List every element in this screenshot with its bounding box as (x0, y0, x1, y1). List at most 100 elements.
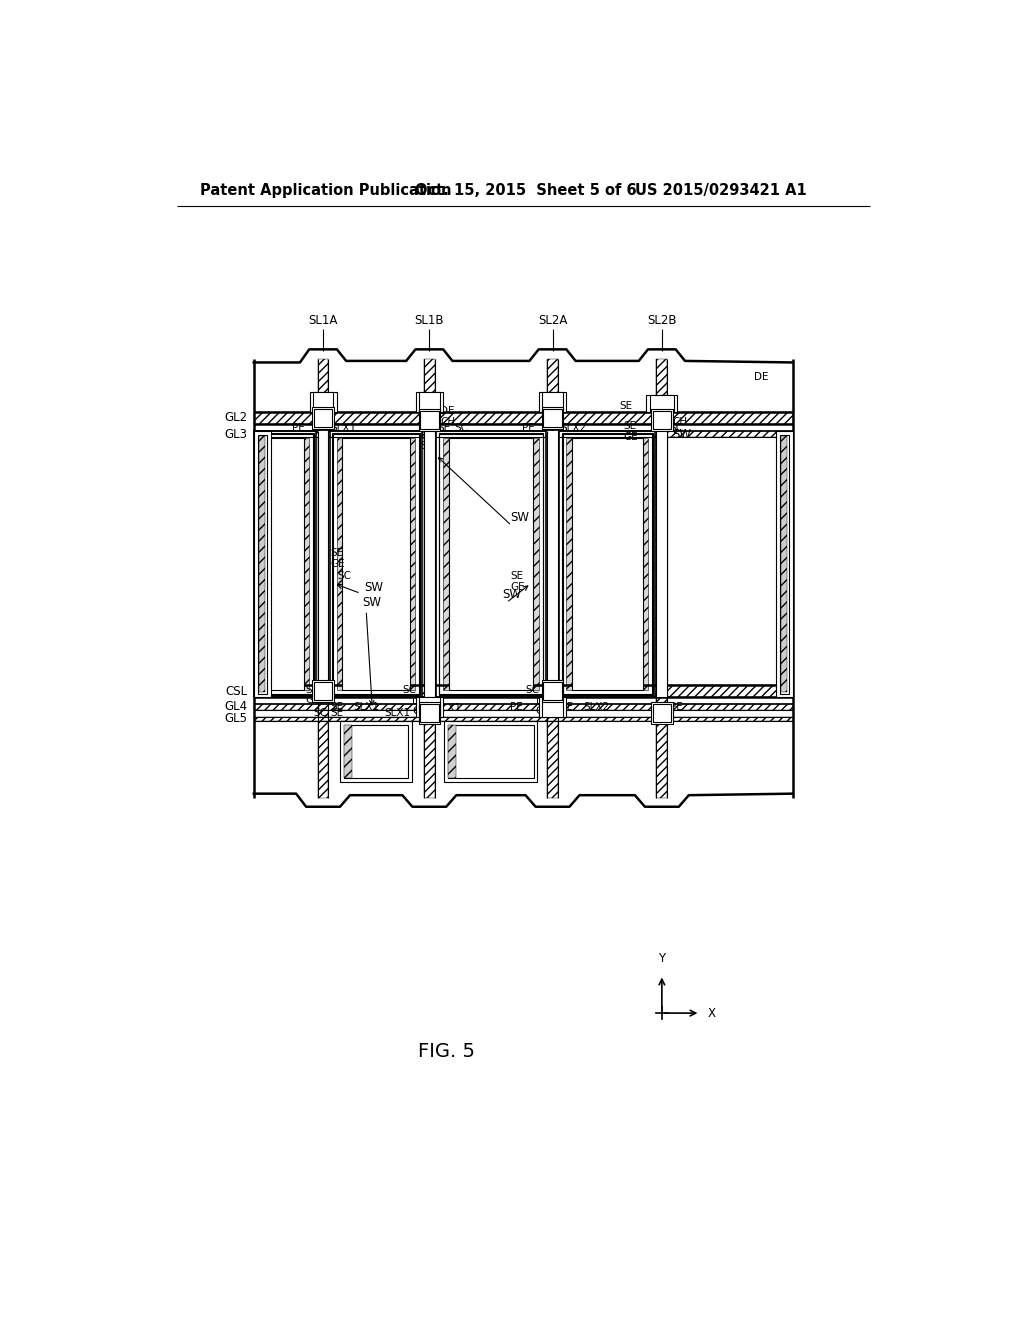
Bar (534, 438, 539, 690)
Text: PE: PE (521, 422, 535, 433)
Text: CSL: CSL (225, 685, 248, 698)
Text: Patent Application Publication: Patent Application Publication (200, 183, 452, 198)
Bar (342, 438, 410, 690)
Text: PE: PE (292, 422, 305, 433)
Text: SE: SE (510, 570, 523, 581)
Bar (562, 434, 652, 694)
Bar (254, 412, 793, 424)
Bar (424, 432, 435, 697)
Bar (439, 434, 543, 694)
Text: GL2: GL2 (224, 412, 248, 425)
Text: GE: GE (624, 432, 638, 442)
Text: GL3: GL3 (224, 428, 248, 441)
Bar (340, 721, 413, 781)
Bar (542, 697, 563, 717)
Bar (544, 409, 562, 428)
Text: CH: CH (673, 417, 688, 426)
Text: SC: SC (670, 422, 684, 433)
Bar (254, 717, 793, 721)
Text: SE: SE (305, 685, 318, 694)
Text: Y: Y (658, 952, 666, 965)
Bar (542, 407, 563, 429)
Bar (419, 392, 439, 412)
Text: SLX1: SLX1 (435, 702, 462, 713)
Bar (309, 392, 337, 412)
Bar (313, 682, 333, 701)
Bar (444, 721, 538, 781)
Text: DE: DE (413, 696, 427, 706)
Text: SL2B: SL2B (647, 314, 677, 326)
Text: PE: PE (510, 702, 523, 711)
Bar (312, 407, 334, 429)
Text: SLX1: SLX1 (384, 709, 410, 718)
Bar (312, 392, 334, 412)
Text: Oct. 15, 2015  Sheet 5 of 6: Oct. 15, 2015 Sheet 5 of 6 (416, 183, 637, 198)
Bar (312, 681, 334, 702)
Bar (547, 359, 558, 797)
Bar (419, 697, 439, 717)
Bar (257, 434, 313, 694)
Bar (443, 438, 449, 690)
Text: GL4: GL4 (224, 700, 248, 713)
Text: CH: CH (440, 417, 456, 426)
Bar (781, 437, 787, 692)
Bar (256, 433, 313, 696)
Text: GL5: GL5 (224, 713, 248, 726)
Bar (337, 438, 342, 690)
Bar (542, 392, 563, 412)
Text: GE: GE (305, 696, 319, 705)
Text: SL2A: SL2A (538, 314, 567, 326)
Text: GE: GE (420, 430, 435, 441)
Bar (333, 433, 420, 696)
Text: SL1A: SL1A (308, 314, 338, 326)
Text: SW: SW (365, 581, 384, 594)
Bar (566, 438, 571, 690)
Text: SE: SE (330, 548, 343, 557)
Text: SE: SE (624, 421, 637, 432)
Bar (416, 697, 442, 717)
Text: X: X (708, 1007, 716, 1019)
Bar (410, 438, 416, 690)
Bar (547, 432, 558, 697)
Bar (652, 411, 671, 429)
Bar (438, 433, 544, 696)
Bar (656, 432, 668, 697)
Bar (330, 432, 422, 697)
Text: SC: SC (454, 422, 468, 433)
Text: DE: DE (440, 407, 455, 416)
Bar (254, 432, 270, 697)
Text: DE: DE (536, 696, 550, 706)
Bar (651, 702, 673, 723)
Bar (420, 704, 438, 722)
Bar (449, 725, 456, 779)
Bar (344, 725, 351, 779)
Bar (261, 438, 266, 690)
Bar (254, 704, 793, 710)
Bar (420, 411, 438, 429)
Text: SLX2: SLX2 (560, 422, 587, 433)
Bar (539, 697, 566, 717)
Text: SC: SC (525, 685, 540, 694)
Text: SE: SE (620, 400, 633, 411)
Text: SLX1: SLX1 (331, 422, 357, 433)
Text: SLX2: SLX2 (584, 702, 609, 711)
Text: US 2015/0293421 A1: US 2015/0293421 A1 (635, 183, 807, 198)
Text: SW: SW (503, 589, 521, 602)
Text: FIG. 5: FIG. 5 (418, 1041, 475, 1061)
Bar (313, 409, 333, 428)
Text: SW: SW (510, 511, 529, 524)
Text: SL1B: SL1B (415, 314, 444, 326)
Text: SE: SE (331, 702, 344, 711)
Bar (424, 359, 435, 797)
Bar (449, 438, 534, 690)
Text: SW: SW (362, 597, 381, 610)
Bar (254, 685, 793, 697)
Bar (449, 725, 534, 779)
Bar (259, 437, 265, 692)
Text: SE: SE (331, 709, 344, 718)
Text: SC: SC (402, 685, 417, 694)
Text: SE: SE (560, 702, 573, 711)
Bar (571, 438, 643, 690)
Bar (646, 395, 677, 412)
Bar (419, 409, 440, 430)
